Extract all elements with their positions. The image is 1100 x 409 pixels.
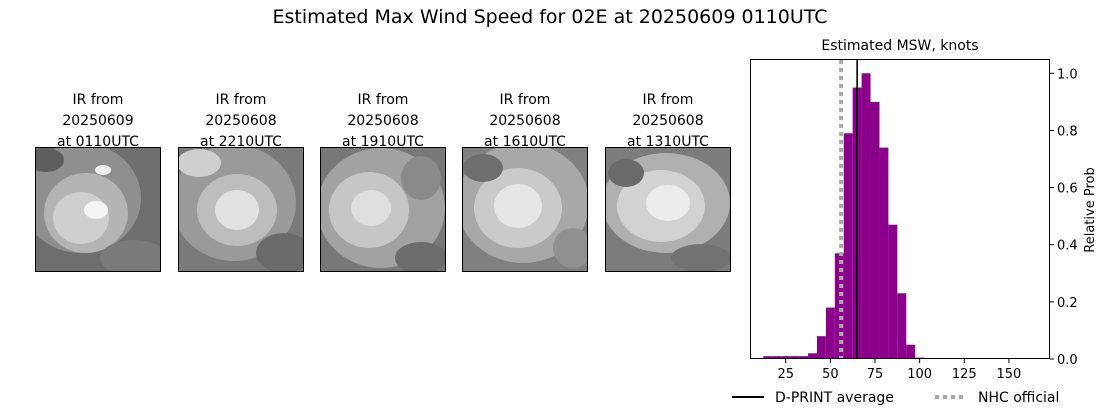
histogram-bar <box>790 356 800 359</box>
histogram-bar <box>825 307 835 359</box>
histogram-bar <box>879 147 889 359</box>
ir-panel-1: IR from 20250609 at 0110UTC <box>35 90 161 272</box>
y-axis-label: Relative Prob <box>1083 167 1098 252</box>
histogram-bar <box>861 73 871 360</box>
ir-image-drawing <box>36 148 160 271</box>
y-tick-label: 0.4 <box>1057 239 1078 254</box>
histogram-bar <box>799 356 809 359</box>
ir-satellite-image <box>605 147 731 272</box>
y-axis-ticks: 0.0 0.2 0.4 0.6 0.8 1.0 <box>1050 67 1078 368</box>
legend-official-label: NHC official <box>978 390 1059 406</box>
x-tick-label: 150 <box>997 367 1022 382</box>
ir-panel-caption: IR from 20250608 at 2210UTC <box>200 92 282 150</box>
x-tick-label: 50 <box>822 367 839 382</box>
y-tick-label: 1.0 <box>1057 67 1078 82</box>
histogram-bar <box>870 101 880 359</box>
ir-satellite-image <box>178 147 304 272</box>
y-tick-label: 0.6 <box>1057 182 1078 197</box>
figure-title: Estimated Max Wind Speed for 02E at 2025… <box>272 6 828 28</box>
reference-lines <box>839 60 858 359</box>
ir-panel-2: IR from 20250608 at 2210UTC <box>178 90 304 272</box>
ir-panel-4: IR from 20250608 at 1610UTC <box>462 90 588 272</box>
histogram-bars <box>763 73 1041 360</box>
ir-panel-caption: IR from 20250608 at 1310UTC <box>627 92 709 150</box>
histogram-bar <box>781 356 791 359</box>
histogram-bar <box>816 336 826 359</box>
legend-average-label: D-PRINT average <box>775 390 894 406</box>
ir-satellite-image <box>35 147 161 272</box>
x-axis-ticks: 25 50 75 100 125 150 <box>777 359 1021 382</box>
ir-panel-caption: IR from 20250609 at 0110UTC <box>57 92 139 150</box>
histogram-bar <box>834 253 844 359</box>
histogram-bar <box>808 353 817 359</box>
y-tick-label: 0.2 <box>1057 296 1078 311</box>
ir-satellite-image <box>462 147 588 272</box>
histogram-bar <box>772 356 782 359</box>
ir-image-drawing <box>321 148 445 271</box>
ir-panel-3: IR from 20250608 at 1910UTC <box>320 90 446 272</box>
chart-title: Estimated MSW, knots <box>821 38 978 54</box>
chart-legend: D-PRINT average NHC official <box>732 390 1059 406</box>
x-tick-label: 125 <box>952 367 977 382</box>
y-tick-label: 0.8 <box>1057 124 1078 139</box>
histogram-bar <box>843 133 853 359</box>
y-tick-label: 0.0 <box>1057 353 1078 368</box>
ir-panel-caption: IR from 20250608 at 1910UTC <box>342 92 424 150</box>
ir-image-drawing <box>606 148 730 271</box>
histogram-bar <box>897 293 907 359</box>
histogram-bar <box>888 224 898 359</box>
ir-panel-5: IR from 20250608 at 1310UTC <box>605 90 731 272</box>
x-tick-label: 25 <box>777 367 794 382</box>
ir-panel-caption: IR from 20250608 at 1610UTC <box>484 92 566 150</box>
ir-image-drawing <box>463 148 587 271</box>
ir-image-drawing <box>179 148 303 271</box>
x-tick-label: 75 <box>867 367 884 382</box>
histogram-bar <box>906 344 916 359</box>
histogram-bar <box>763 356 773 359</box>
plot-frame <box>750 59 1050 359</box>
ir-satellite-image <box>320 147 446 272</box>
x-tick-label: 100 <box>907 367 932 382</box>
